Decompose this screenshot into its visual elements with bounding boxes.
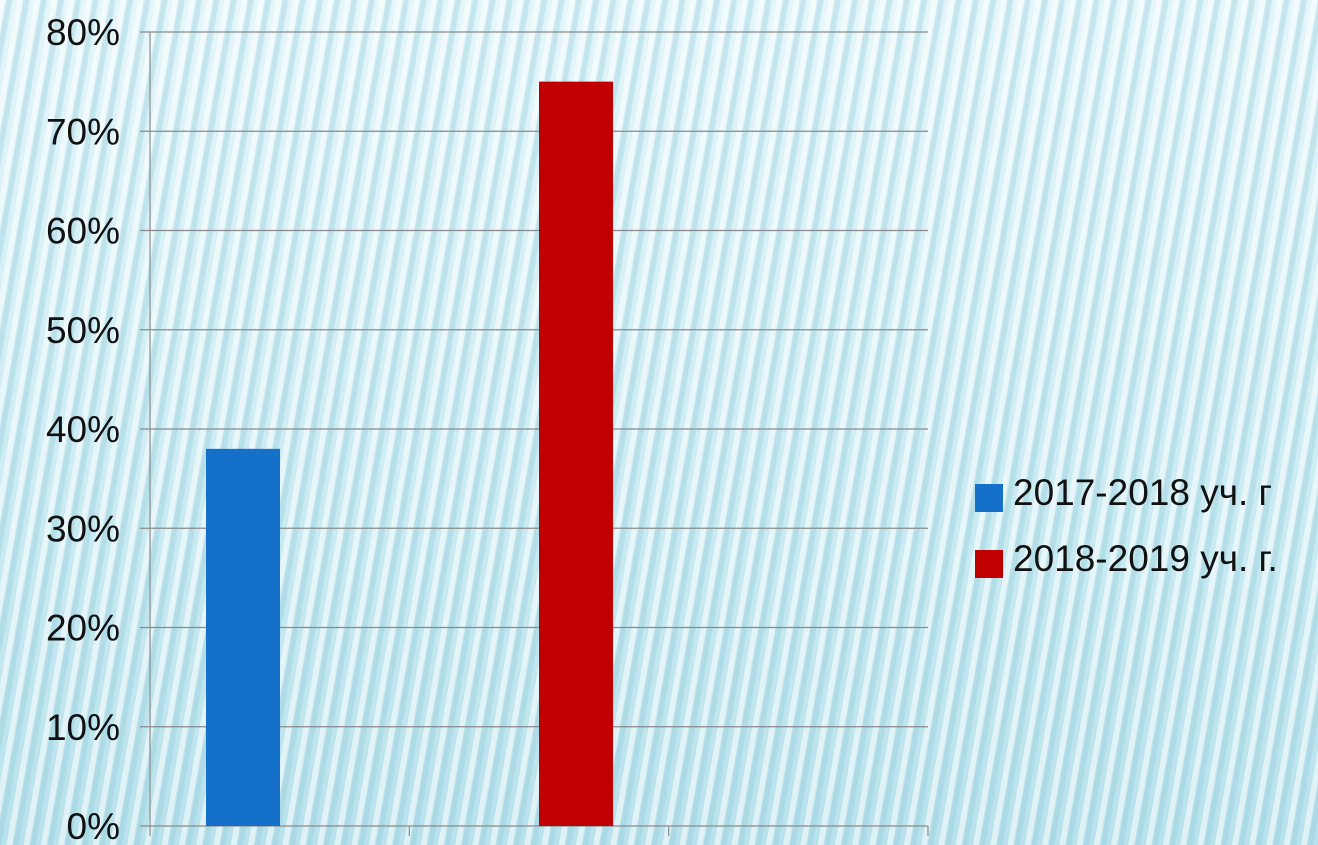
legend: 2017-2018 уч. г 2018-2019 уч. г. <box>975 472 1318 604</box>
legend-label-2018-2019: 2018-2019 уч. г. <box>1013 538 1278 579</box>
bar-2017-2018 <box>206 448 280 826</box>
y-tick-label: 20% <box>46 608 120 649</box>
y-tick-label: 80% <box>46 12 120 53</box>
y-tick-label: 40% <box>46 409 120 450</box>
x-axis <box>149 32 929 836</box>
legend-item-2018-2019: 2018-2019 уч. г. <box>975 538 1318 580</box>
legend-item-2017-2018: 2017-2018 уч. г <box>975 472 1318 514</box>
y-tick-label: 50% <box>46 310 120 351</box>
y-tick-label: 70% <box>46 111 120 152</box>
y-tick-label: 60% <box>46 211 120 252</box>
y-axis-tick-labels: 0% 10% 20% 30% 40% 50% 60% 70% 80% <box>46 12 120 845</box>
y-tick-label: 0% <box>67 806 120 845</box>
bar-2018-2019 <box>539 81 613 826</box>
legend-label-2017-2018: 2017-2018 уч. г <box>1013 472 1273 513</box>
legend-swatch-2018-2019 <box>975 550 1003 578</box>
y-tick-label: 10% <box>46 707 120 748</box>
bars <box>206 81 613 826</box>
y-tick-label: 30% <box>46 508 120 549</box>
legend-swatch-2017-2018 <box>975 484 1003 512</box>
